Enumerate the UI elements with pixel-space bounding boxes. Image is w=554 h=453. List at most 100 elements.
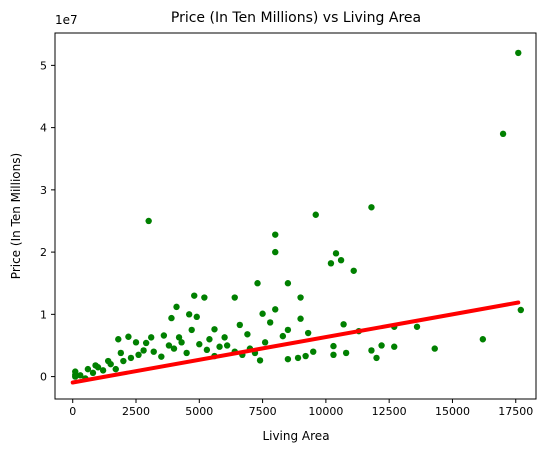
data-point <box>231 294 238 301</box>
y-tick-label: 1 <box>40 308 47 321</box>
data-point <box>266 319 274 326</box>
data-point <box>368 347 375 354</box>
data-point <box>340 321 347 328</box>
data-point <box>193 313 200 321</box>
data-point <box>201 294 208 301</box>
data-point <box>188 326 195 334</box>
data-point <box>515 49 522 57</box>
chart-title: Price (In Ten Millions) vs Living Area <box>171 10 421 26</box>
plot-frame <box>54 32 537 400</box>
y-tick-label: 2 <box>40 246 47 259</box>
data-point <box>203 346 211 354</box>
data-point <box>135 351 142 359</box>
x-tick-label: 15000 <box>435 405 470 418</box>
data-point <box>284 355 292 363</box>
y-tick-label: 4 <box>40 122 47 135</box>
y-axis-label: Price (In Ten Millions) <box>9 153 23 279</box>
y-offset-label: 1e7 <box>55 13 78 27</box>
data-point <box>89 369 97 377</box>
data-point <box>99 367 107 374</box>
data-point <box>142 339 150 347</box>
x-axis: 0 2500 5000 7500 10000 12500 15000 17500 <box>69 399 533 418</box>
x-axis-label: Living Area <box>262 429 329 443</box>
data-point <box>120 357 127 365</box>
data-point <box>310 348 317 355</box>
data-point <box>206 336 213 343</box>
data-point <box>175 334 183 341</box>
data-point <box>178 339 185 346</box>
data-point <box>104 357 112 365</box>
data-point <box>259 310 266 317</box>
data-point <box>431 345 438 352</box>
y-tick-label: 0 <box>40 371 47 384</box>
data-point <box>191 292 198 299</box>
data-point <box>254 280 261 287</box>
data-point <box>165 342 173 349</box>
data-point <box>261 339 269 346</box>
data-point <box>158 353 165 360</box>
data-point <box>302 352 309 360</box>
x-tick-label: 7500 <box>249 405 277 418</box>
data-point <box>330 351 337 359</box>
data-point <box>294 354 302 362</box>
y-tick-label: 5 <box>40 59 47 72</box>
data-point <box>160 332 168 339</box>
data-point <box>221 334 228 341</box>
data-point <box>117 349 125 357</box>
data-point <box>244 331 251 338</box>
data-point <box>284 326 292 334</box>
y-tick-label: 3 <box>40 184 47 197</box>
data-point <box>342 349 350 357</box>
data-point <box>297 315 304 322</box>
data-point <box>391 343 398 350</box>
data-point <box>148 334 155 341</box>
data-point <box>337 256 345 264</box>
data-point <box>77 372 84 379</box>
marks-layer <box>70 49 525 385</box>
data-point <box>112 365 119 373</box>
x-tick-label: 12500 <box>372 405 407 418</box>
data-point <box>499 130 507 138</box>
data-point <box>216 343 223 350</box>
x-tick-label: 0 <box>69 405 76 418</box>
data-point <box>413 323 421 330</box>
data-point <box>115 336 122 343</box>
data-point <box>196 341 203 348</box>
data-point <box>223 342 231 349</box>
data-point <box>132 339 140 346</box>
data-point <box>378 342 385 349</box>
data-point <box>185 311 193 318</box>
data-point <box>272 248 279 256</box>
data-point <box>332 250 340 257</box>
data-point <box>256 357 264 364</box>
data-point <box>350 267 357 274</box>
data-point <box>327 260 335 267</box>
data-point <box>312 211 319 218</box>
data-point <box>145 217 152 225</box>
data-point <box>236 321 244 329</box>
x-tick-label: 2500 <box>122 405 150 418</box>
y-axis: 0 1 2 3 4 5 <box>40 59 55 384</box>
data-point <box>170 345 178 352</box>
data-point <box>373 354 380 362</box>
data-point <box>279 332 287 340</box>
data-point <box>330 342 337 350</box>
x-tick-label: 17500 <box>498 405 533 418</box>
data-point <box>72 373 79 380</box>
data-point <box>140 347 147 354</box>
data-point <box>272 231 279 238</box>
data-point <box>304 329 312 337</box>
plot-area <box>54 32 537 400</box>
data-point <box>297 294 304 301</box>
data-point <box>84 365 92 373</box>
data-point <box>150 348 157 355</box>
x-tick-label: 10000 <box>308 405 343 418</box>
data-point <box>173 303 180 311</box>
fit-line <box>70 300 521 385</box>
data-point <box>284 280 292 287</box>
data-point <box>211 326 218 333</box>
data-point <box>517 306 525 314</box>
x-tick-label: 5000 <box>185 405 213 418</box>
